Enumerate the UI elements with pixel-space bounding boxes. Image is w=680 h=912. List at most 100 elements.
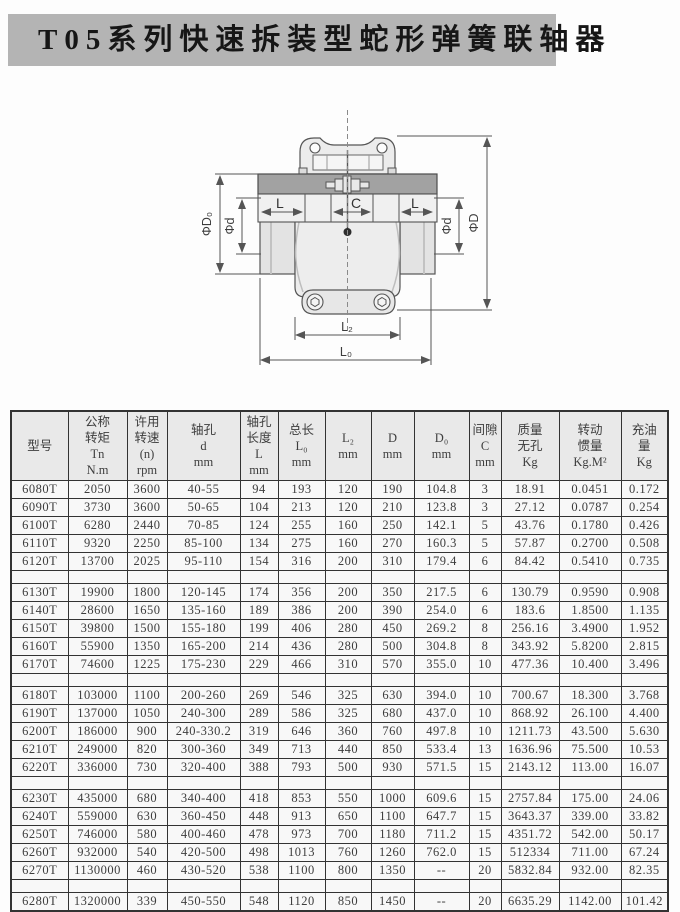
- table-cell: 3730: [67, 498, 128, 517]
- separator-cell: [239, 776, 279, 790]
- table-cell: 2.815: [620, 637, 669, 656]
- header-torque: 公称 转矩 Tn N.m: [67, 410, 128, 481]
- table-cell: 630: [126, 807, 168, 826]
- coupling-drawing-svg: L C L ΦD₀ Φd: [200, 110, 492, 365]
- table-cell: 853: [277, 789, 326, 808]
- table-cell: 250: [370, 516, 415, 535]
- table-cell: 3: [468, 480, 502, 499]
- table-cell: 730: [126, 758, 168, 777]
- table-cell: 533.4: [413, 740, 470, 759]
- table-cell: 388: [239, 758, 279, 777]
- table-cell: 6150T: [10, 619, 69, 638]
- table-cell: 497.8: [413, 722, 470, 741]
- table-cell: 1320000: [67, 892, 128, 912]
- table-cell: 113.00: [558, 758, 622, 777]
- table-cell: 760: [324, 843, 372, 862]
- separator-cell: [10, 879, 69, 893]
- separator-cell: [239, 879, 279, 893]
- table-cell: 1120: [277, 892, 326, 912]
- table-cell: 319: [239, 722, 279, 741]
- table-cell: 646: [277, 722, 326, 741]
- table-cell: 1225: [126, 655, 168, 674]
- table-cell: 193: [277, 480, 326, 499]
- table-cell: 186000: [67, 722, 128, 741]
- dim-label-phi-d-left: Φd: [223, 217, 237, 234]
- table-cell: 3.4900: [558, 619, 622, 638]
- table-cell: 94: [239, 480, 279, 499]
- table-row: 6150T 39800 1500 155-180 199 406 280 450 269.2 8 2…: [10, 619, 669, 638]
- coupling-diagram: L C L ΦD₀ Φd: [175, 102, 505, 382]
- table-row: 6090T 3730 3600 50-65 104 213 120 210 123.8 3 27.1…: [10, 498, 669, 517]
- table-cell: 932000: [67, 843, 128, 862]
- table-cell: 700: [324, 825, 372, 844]
- table-cell: 450: [370, 619, 415, 638]
- table-cell: 6280T: [10, 892, 69, 912]
- table-cell: 546: [277, 686, 326, 705]
- table-cell: 316: [277, 552, 326, 571]
- table-cell: 500: [370, 637, 415, 656]
- table-row: 6260T 932000 540 420-500 498 1013 760 1260 762.0…: [10, 843, 669, 862]
- table-cell: 580: [126, 825, 168, 844]
- table-cell: 217.5: [413, 583, 470, 602]
- group-separator-row: [10, 776, 669, 790]
- separator-cell: [558, 673, 622, 687]
- separator-cell: [468, 673, 502, 687]
- table-cell: 2143.12: [500, 758, 560, 777]
- table-cell: 120: [324, 498, 372, 517]
- separator-cell: [620, 673, 669, 687]
- separator-cell: [166, 570, 241, 584]
- table-cell: 20: [468, 861, 502, 880]
- table-cell: 440: [324, 740, 372, 759]
- separator-cell: [126, 776, 168, 790]
- table-cell: 9320: [67, 534, 128, 553]
- table-cell: 973: [277, 825, 326, 844]
- separator-cell: [10, 776, 69, 790]
- table-cell: 95-110: [166, 552, 241, 571]
- table-cell: 340-400: [166, 789, 241, 808]
- dim-phi-D: [397, 135, 492, 311]
- table-cell: 6: [468, 552, 502, 571]
- table-cell: 1100: [370, 807, 415, 826]
- table-cell: 1000: [370, 789, 415, 808]
- table-cell: 700.67: [500, 686, 560, 705]
- dim-label-phi-d-right: Φd: [440, 217, 454, 234]
- table-cell: 3.768: [620, 686, 669, 705]
- table-cell: 165-200: [166, 637, 241, 656]
- table-cell: 559000: [67, 807, 128, 826]
- table-cell: 450-550: [166, 892, 241, 912]
- table-cell: 3: [468, 498, 502, 517]
- table-cell: 6160T: [10, 637, 69, 656]
- table-cell: 570: [370, 655, 415, 674]
- table-cell: 6240T: [10, 807, 69, 826]
- table-cell: 711.2: [413, 825, 470, 844]
- table-cell: 189: [239, 601, 279, 620]
- table-cell: 18.300: [558, 686, 622, 705]
- table-cell: 20: [468, 892, 502, 912]
- table-cell: 1.952: [620, 619, 669, 638]
- table-cell: 179.4: [413, 552, 470, 571]
- table-cell: 647.7: [413, 807, 470, 826]
- table-row: 6280T 1320000 339 450-550 548 1120 850 1450 -- 20…: [10, 892, 669, 912]
- table-cell: 1260: [370, 843, 415, 862]
- table-cell: 137000: [67, 704, 128, 723]
- table-cell: 0.9590: [558, 583, 622, 602]
- table-cell: 6230T: [10, 789, 69, 808]
- table-cell: 104.8: [413, 480, 470, 499]
- table-cell: 360-450: [166, 807, 241, 826]
- table-cell: 1130000: [67, 861, 128, 880]
- separator-cell: [324, 673, 372, 687]
- table-cell: 540: [126, 843, 168, 862]
- table-cell: 15: [468, 825, 502, 844]
- table-cell: 67.24: [620, 843, 669, 862]
- table-cell: 175.00: [558, 789, 622, 808]
- table-cell: 850: [370, 740, 415, 759]
- separator-cell: [413, 673, 470, 687]
- separator-cell: [558, 879, 622, 893]
- table-cell: 355.0: [413, 655, 470, 674]
- table-cell: 40-55: [166, 480, 241, 499]
- table-cell: 356: [277, 583, 326, 602]
- separator-cell: [370, 673, 415, 687]
- table-cell: 3600: [126, 498, 168, 517]
- header-mass: 质量 无孔 Kg: [500, 410, 560, 481]
